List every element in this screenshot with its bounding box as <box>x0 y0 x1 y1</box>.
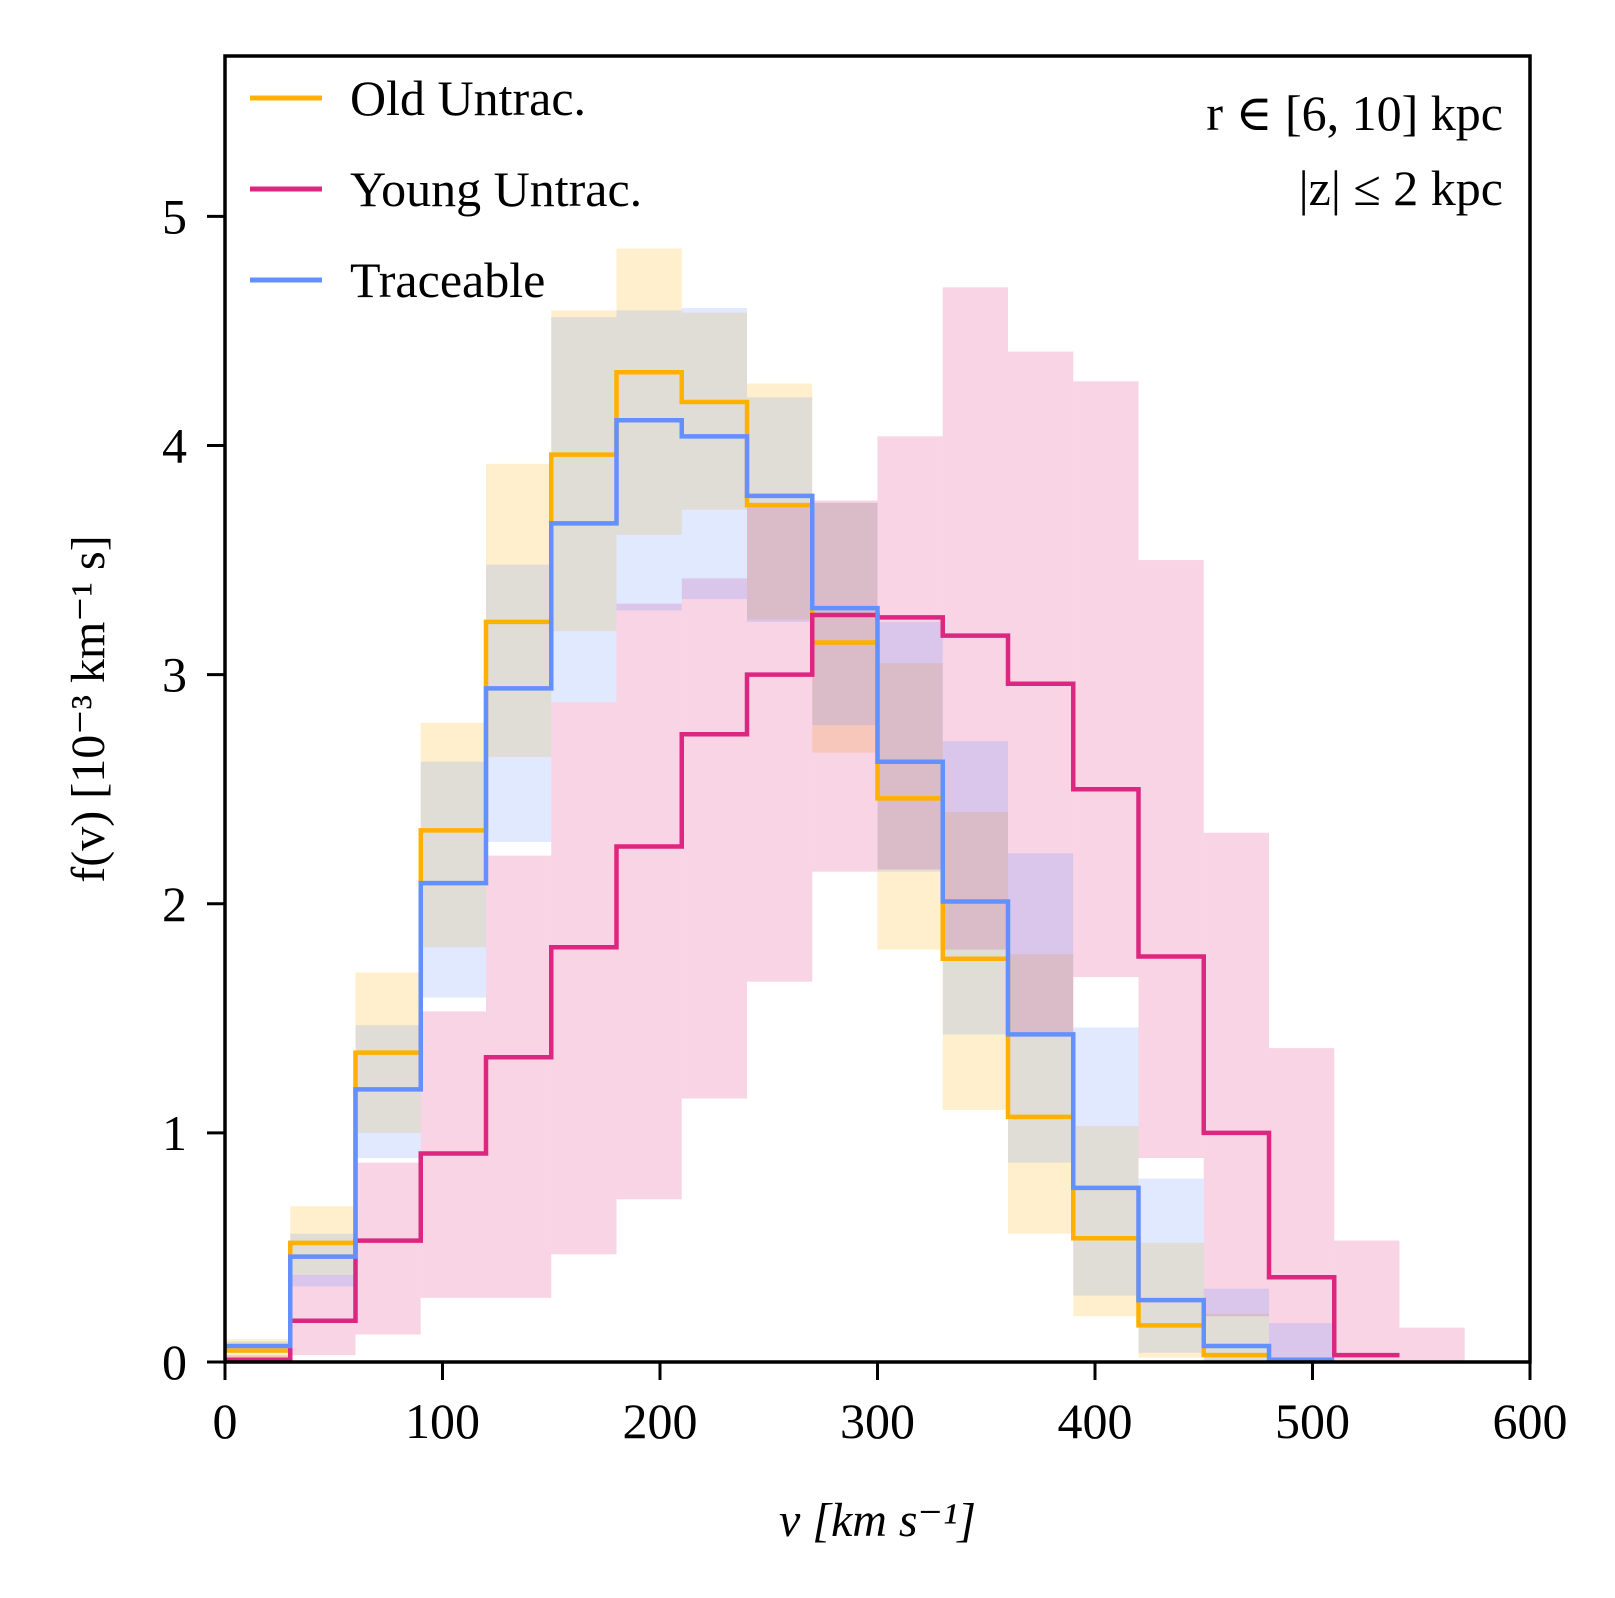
band-bin-traceable <box>355 1025 421 1159</box>
band-bin-traceable <box>420 761 486 998</box>
x-tick-label: 100 <box>405 1393 480 1449</box>
band-bin-young-untrac <box>681 578 747 1099</box>
band-bin-young-untrac <box>1008 351 1074 1033</box>
band-traceable <box>225 308 1335 1362</box>
band-bin-traceable <box>1203 1288 1269 1362</box>
x-tick-label: 400 <box>1058 1393 1133 1449</box>
band-bin-young-untrac <box>1203 832 1269 1317</box>
series-line-young-untrac <box>225 612 1400 1362</box>
x-axis-ticks: 0 100 200 300 400 500 600 <box>213 1362 1568 1449</box>
uncertainty-bands <box>225 248 1465 1362</box>
band-bin-old-untrac <box>1073 1126 1139 1317</box>
x-tick-label: 200 <box>623 1393 698 1449</box>
band-bin-young-untrac <box>1334 1240 1400 1362</box>
y-tick-label: 0 <box>162 1334 187 1390</box>
band-bin-young-untrac <box>1073 381 1139 978</box>
band-bin-traceable <box>681 308 747 600</box>
x-axis-label: v [km s⁻¹] <box>779 1494 976 1547</box>
band-bin-traceable <box>942 741 1008 1035</box>
band-young-untrac <box>225 287 1465 1362</box>
legend-label-old-untrac: Old Untrac. <box>350 70 586 126</box>
y-tick-label: 2 <box>162 876 187 932</box>
band-bin-traceable <box>1008 853 1074 1163</box>
band-bin-old-untrac <box>877 663 943 950</box>
annotation-radius-range: r ∈ [6, 10] kpc <box>1206 85 1503 141</box>
band-bin-traceable <box>747 397 813 622</box>
band-bin-young-untrac <box>616 603 682 1200</box>
band-bin-old-untrac <box>942 812 1008 1110</box>
band-bin-traceable <box>616 310 682 611</box>
band-bin-young-untrac <box>1399 1327 1465 1362</box>
band-bin-young-untrac <box>290 1274 356 1356</box>
band-old-untrac <box>225 248 1269 1362</box>
band-bin-old-untrac <box>420 722 486 948</box>
band-bin-young-untrac <box>1269 1048 1335 1362</box>
x-tick-label: 0 <box>213 1393 238 1449</box>
band-bin-young-untrac <box>812 500 878 872</box>
band-bin-traceable <box>486 564 552 842</box>
band-bin-young-untrac <box>747 502 813 982</box>
band-bin-traceable <box>551 317 617 703</box>
y-tick-label: 3 <box>162 647 187 703</box>
x-tick-label: 500 <box>1275 1393 1350 1449</box>
y-tick-label: 4 <box>162 418 187 474</box>
x-tick-label: 300 <box>840 1393 915 1449</box>
band-bin-traceable <box>1073 1027 1139 1296</box>
step-lines <box>225 369 1400 1362</box>
band-bin-young-untrac <box>1138 560 1204 1159</box>
y-axis-label: f(v) [10⁻³ km⁻¹ s] <box>62 535 115 882</box>
band-bin-old-untrac <box>616 248 682 535</box>
band-bin-old-untrac <box>551 310 617 632</box>
band-bin-old-untrac <box>812 502 878 753</box>
band-bin-young-untrac <box>355 1162 421 1335</box>
y-tick-label: 1 <box>162 1105 187 1161</box>
band-bin-young-untrac <box>486 855 552 1298</box>
band-bin-traceable <box>1269 1323 1335 1362</box>
band-bin-old-untrac <box>290 1206 356 1275</box>
legend-label-young-untrac: Young Untrac. <box>350 161 642 217</box>
y-tick-label: 5 <box>162 188 187 244</box>
y-axis-ticks: 0 1 2 3 4 5 <box>162 188 225 1390</box>
series-line-traceable <box>225 418 1335 1362</box>
legend-label-traceable: Traceable <box>350 252 545 308</box>
band-bin-old-untrac <box>681 312 747 510</box>
annotation-height-range: |z| ≤ 2 kpc <box>1299 160 1503 216</box>
x-tick-label: 600 <box>1493 1393 1568 1449</box>
band-bin-old-untrac <box>1008 954 1074 1234</box>
legend: Old Untrac. Young Untrac. Traceable <box>250 70 642 308</box>
band-bin-old-untrac <box>747 383 813 620</box>
band-bin-traceable <box>877 621 943 872</box>
band-bin-young-untrac <box>942 287 1008 950</box>
band-bin-old-untrac <box>486 463 552 758</box>
band-bin-young-untrac <box>551 702 617 1255</box>
